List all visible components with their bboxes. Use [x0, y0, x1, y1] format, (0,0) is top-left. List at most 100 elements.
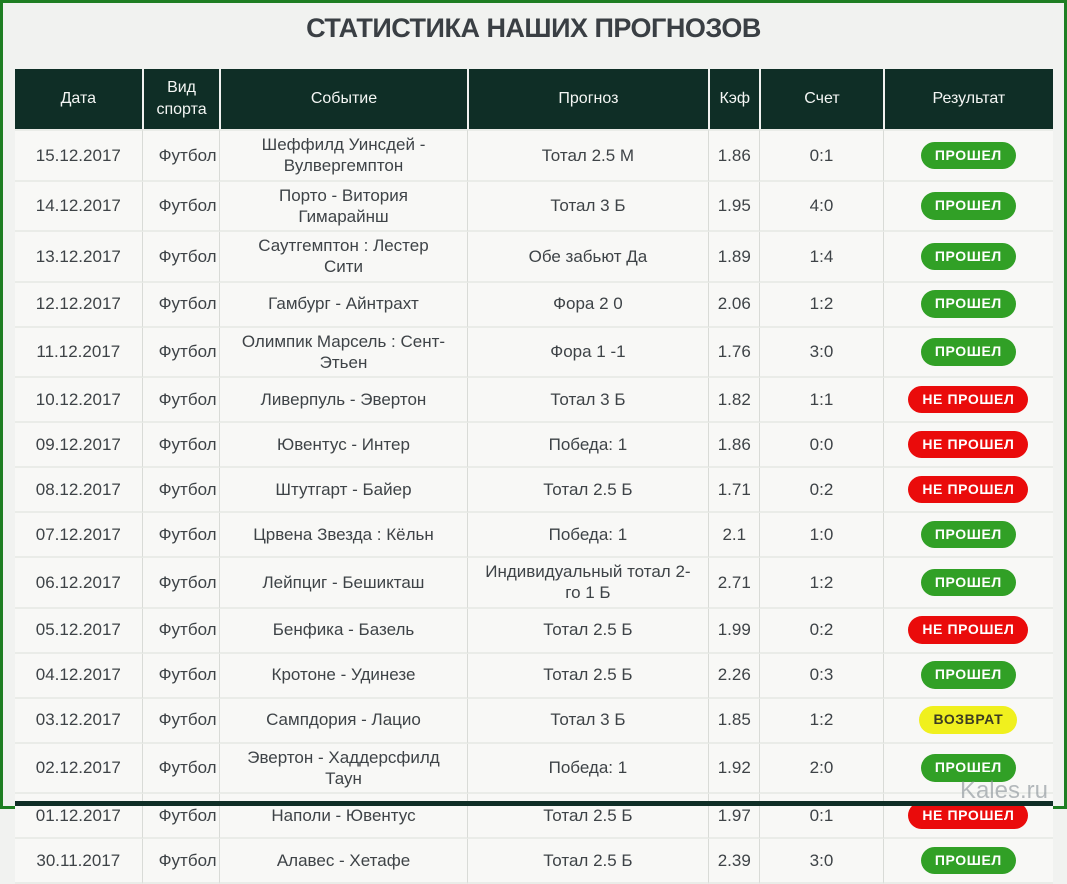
result-badge: ПРОШЕЛ [920, 520, 1016, 549]
cell-forecast: Тотал 2.5 Б [466, 839, 709, 884]
result-badge: НЕ ПРОШЕЛ [908, 430, 1029, 459]
cell-forecast: Фора 1 -1 [466, 327, 709, 378]
cell-odds: 1.89 [708, 232, 760, 283]
column-header-date: Дата [15, 69, 142, 129]
cell-date: 15.12.2017 [15, 129, 142, 182]
cell-score: 1:2 [759, 698, 883, 744]
result-badge: НЕ ПРОШЕЛ [908, 616, 1029, 644]
cell-date: 14.12.2017 [15, 181, 142, 232]
cell-score: 0:1 [759, 129, 883, 182]
cell-sport: Футбол [141, 558, 220, 609]
cell-date: 30.11.2017 [15, 839, 142, 884]
result-badge: ПРОШЕЛ [920, 242, 1016, 270]
cell-odds: 1.76 [708, 327, 760, 378]
cell-event: Ливерпуль - Эвертон [219, 378, 467, 423]
cell-sport: Футбол [141, 653, 220, 699]
cell-odds: 2.1 [708, 513, 760, 558]
cell-event: Ювентус - Интер [219, 423, 467, 468]
cell-event: Шеффилд Уинсдей - Вулвергемптон [219, 129, 467, 182]
result-badge: ПРОШЕЛ [920, 661, 1016, 689]
table-row: 11.12.2017 Футбол Олимпик Марсель : Сент… [15, 327, 1053, 378]
cell-event: Порто - Витория Гимарайнш [219, 181, 467, 232]
cell-score: 1:0 [759, 513, 883, 558]
table-row: 13.12.2017 Футбол Саутгемптон : Лестер С… [15, 232, 1053, 283]
cell-event: Лейпциг - Бешикташ [219, 558, 467, 609]
cell-forecast: Фора 2 0 [466, 282, 709, 328]
result-badge: ПРОШЕЛ [920, 290, 1016, 318]
cell-forecast: Победа: 1 [466, 743, 709, 794]
cell-forecast: Тотал 2.5 Б [466, 608, 709, 654]
cell-forecast: Тотал 3 Б [466, 181, 709, 232]
cell-forecast: Тотал 3 Б [466, 378, 709, 423]
table-row: 04.12.2017 Футбол Кротоне - Удинезе Тота… [15, 653, 1053, 699]
cell-date: 13.12.2017 [15, 232, 142, 283]
cell-event: Эвертон - Хаддерсфилд Таун [219, 743, 467, 794]
cell-odds: 2.71 [708, 558, 760, 609]
cell-odds: 1.92 [708, 743, 760, 794]
cell-sport: Футбол [141, 698, 220, 744]
cell-score: 0:0 [759, 423, 883, 468]
column-header-sport: Вид спорта [141, 69, 220, 129]
column-header-forecast: Прогноз [466, 69, 709, 129]
table-row: 08.12.2017 Футбол Штутгарт - Байер Тотал… [15, 468, 1053, 513]
cell-score: 0:2 [759, 468, 883, 513]
cell-result: ПРОШЕЛ [882, 513, 1053, 558]
cell-sport: Футбол [141, 232, 220, 283]
cell-date: 07.12.2017 [15, 513, 142, 558]
column-header-odds: Кэф [708, 69, 760, 129]
result-badge: ПРОШЕЛ [920, 141, 1016, 169]
result-badge: ПРОШЕЛ [920, 754, 1016, 782]
cell-sport: Футбол [141, 513, 220, 558]
cell-forecast: Индивидуальный тотал 2-го 1 Б [466, 558, 709, 609]
cell-score: 1:1 [759, 378, 883, 423]
cell-sport: Футбол [141, 282, 220, 328]
result-badge: НЕ ПРОШЕЛ [908, 385, 1029, 414]
cell-score: 3:0 [759, 839, 883, 884]
cell-result: ПРОШЕЛ [882, 743, 1053, 794]
cell-forecast: Обе забьют Да [466, 232, 709, 283]
cell-odds: 2.26 [708, 653, 760, 699]
predictions-table-container: Дата Вид спорта Событие Прогноз Кэф Счет… [15, 69, 1053, 884]
cell-score: 1:2 [759, 558, 883, 609]
cell-score: 2:0 [759, 743, 883, 794]
result-badge: ПРОШЕЛ [920, 192, 1016, 220]
table-row: 03.12.2017 Футбол Сампдория - Лацио Тота… [15, 698, 1053, 744]
cell-sport: Футбол [141, 743, 220, 794]
cell-date: 11.12.2017 [15, 327, 142, 378]
cell-result: ПРОШЕЛ [882, 839, 1053, 884]
cell-result: ПРОШЕЛ [882, 653, 1053, 699]
table-row: 07.12.2017 Футбол Црвена Звезда : Кёльн … [15, 513, 1053, 558]
table-row: 09.12.2017 Футбол Ювентус - Интер Победа… [15, 423, 1053, 468]
cell-date: 09.12.2017 [15, 423, 142, 468]
cell-odds: 1.82 [708, 378, 760, 423]
cell-event: Штутгарт - Байер [219, 468, 467, 513]
cell-date: 12.12.2017 [15, 282, 142, 328]
table-header-row: Дата Вид спорта Событие Прогноз Кэф Счет… [15, 69, 1053, 129]
cell-score: 1:4 [759, 232, 883, 283]
cell-result: ПРОШЕЛ [882, 129, 1053, 182]
cell-result: ПРОШЕЛ [882, 232, 1053, 283]
result-badge: НЕ ПРОШЕЛ [908, 475, 1029, 504]
cell-sport: Футбол [141, 327, 220, 378]
cell-odds: 2.39 [708, 839, 760, 884]
table-row: 30.11.2017 Футбол Алавес - Хетафе Тотал … [15, 839, 1053, 884]
table-body: 15.12.2017 Футбол Шеффилд Уинсдей - Вулв… [15, 129, 1053, 884]
cell-result: НЕ ПРОШЕЛ [882, 608, 1053, 654]
cell-odds: 1.95 [708, 181, 760, 232]
cell-sport: Футбол [141, 608, 220, 654]
result-badge: ПРОШЕЛ [920, 338, 1016, 366]
cell-sport: Футбол [141, 839, 220, 884]
cell-odds: 1.86 [708, 129, 760, 182]
result-badge: ВОЗВРАТ [919, 706, 1018, 734]
cell-odds: 1.86 [708, 423, 760, 468]
cell-forecast: Тотал 2.5 Б [466, 653, 709, 699]
cell-result: НЕ ПРОШЕЛ [882, 423, 1053, 468]
table-row: 12.12.2017 Футбол Гамбург - Айнтрахт Фор… [15, 282, 1053, 328]
table-row: 06.12.2017 Футбол Лейпциг - Бешикташ Инд… [15, 558, 1053, 609]
cell-event: Кротоне - Удинезе [219, 653, 467, 699]
cell-score: 4:0 [759, 181, 883, 232]
cell-event: Црвена Звезда : Кёльн [219, 513, 467, 558]
table-row: 10.12.2017 Футбол Ливерпуль - Эвертон То… [15, 378, 1053, 423]
column-header-score: Счет [759, 69, 883, 129]
cell-sport: Футбол [141, 181, 220, 232]
